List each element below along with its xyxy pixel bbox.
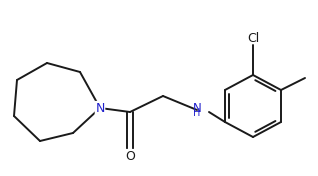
Text: H: H <box>193 108 201 118</box>
Text: N: N <box>193 102 201 115</box>
Text: O: O <box>125 149 135 162</box>
Text: N: N <box>95 102 105 115</box>
Text: Cl: Cl <box>247 32 259 45</box>
